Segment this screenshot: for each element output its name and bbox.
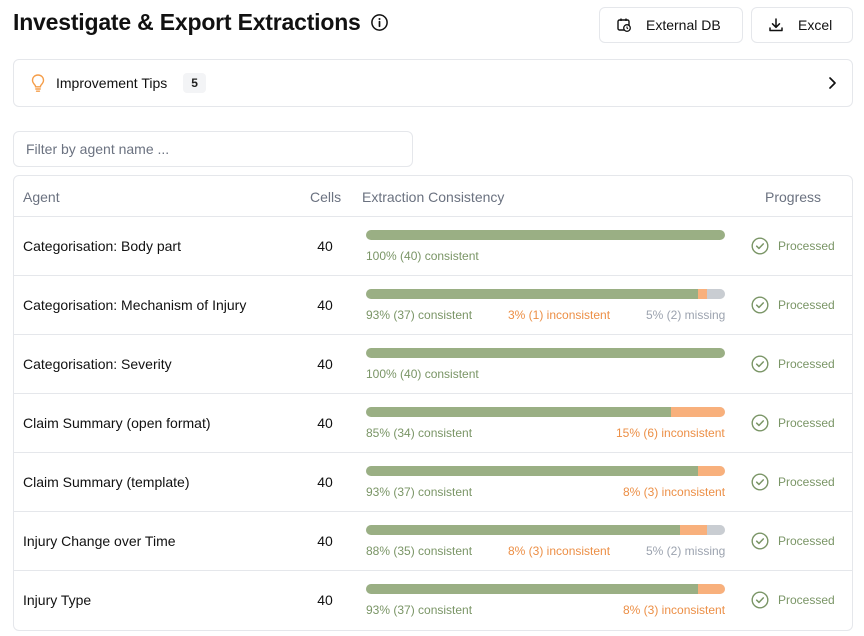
table-body: Categorisation: Body part 40 100% (40) c… [14, 217, 852, 630]
consistent-label: 93% (37) consistent [366, 603, 473, 617]
excel-label: Excel [798, 17, 833, 33]
consistent-label: 93% (37) consistent [366, 308, 473, 322]
cell-count: 40 [317, 415, 333, 431]
agent-name: Claim Summary (open format) [23, 415, 211, 431]
status-badge: Processed [751, 591, 835, 609]
check-circle-icon [751, 355, 769, 373]
status-badge: Processed [751, 355, 835, 373]
cell-count: 40 [317, 474, 333, 490]
check-circle-icon [751, 591, 769, 609]
status-label: Processed [778, 475, 835, 489]
missing-label: 5% (2) missing [646, 544, 726, 558]
column-header-consistency[interactable]: Extraction Consistency [362, 189, 505, 205]
cell-count: 40 [317, 356, 333, 372]
missing-segment [707, 525, 725, 535]
inconsistent-segment [680, 525, 708, 535]
table-row[interactable]: Injury Change over Time 40 88% (35) cons… [14, 512, 852, 571]
status-label: Processed [778, 239, 835, 253]
inconsistent-segment [698, 584, 725, 594]
agent-name: Categorisation: Severity [23, 356, 172, 372]
consistent-segment [366, 407, 672, 417]
missing-label: 5% (2) missing [646, 308, 726, 322]
consistency-bar [366, 230, 725, 240]
lightbulb-icon [31, 74, 45, 92]
table-row[interactable]: Claim Summary (template) 40 93% (37) con… [14, 453, 852, 512]
consistency-bar [366, 348, 725, 358]
status-badge: Processed [751, 414, 835, 432]
consistent-label: 100% (40) consistent [366, 367, 479, 381]
table-header: Agent Cells Extraction Consistency Progr… [14, 176, 852, 217]
status-label: Processed [778, 534, 835, 548]
consistent-segment [366, 230, 725, 240]
agent-name: Injury Change over Time [23, 533, 176, 549]
improvement-tips-label: Improvement Tips [56, 75, 168, 91]
status-label: Processed [778, 593, 835, 607]
status-label: Processed [778, 416, 835, 430]
consistent-segment [366, 348, 725, 358]
agent-name: Categorisation: Mechanism of Injury [23, 297, 247, 313]
column-header-cells[interactable]: Cells [310, 189, 342, 205]
inconsistent-label: 15% (6) inconsistent [616, 426, 725, 440]
consistency-bar [366, 466, 725, 476]
table-row[interactable]: Claim Summary (open format) 40 85% (34) … [14, 394, 852, 453]
excel-button[interactable]: Excel [751, 7, 853, 43]
consistency-bar [366, 584, 725, 594]
consistent-segment [366, 289, 699, 299]
status-badge: Processed [751, 473, 835, 491]
chevron-right-icon [829, 77, 836, 89]
extractions-table: Agent Cells Extraction Consistency Progr… [13, 175, 853, 631]
column-header-agent[interactable]: Agent [23, 189, 60, 205]
external-db-label: External DB [646, 17, 721, 33]
improvement-tips-panel[interactable]: Improvement Tips 5 [13, 59, 853, 107]
inconsistent-segment [698, 289, 708, 299]
inconsistent-label: 3% (1) inconsistent [508, 308, 611, 322]
download-icon [769, 18, 783, 32]
page-title: Investigate & Export Extractions [13, 9, 389, 36]
inconsistent-label: 8% (3) inconsistent [623, 485, 726, 499]
status-badge: Processed [751, 532, 835, 550]
consistent-label: 85% (34) consistent [366, 426, 473, 440]
consistent-segment [366, 525, 681, 535]
agent-filter-input[interactable] [13, 131, 413, 167]
consistent-segment [366, 584, 699, 594]
check-circle-icon [751, 532, 769, 550]
cell-count: 40 [317, 238, 333, 254]
consistent-label: 100% (40) consistent [366, 249, 479, 263]
consistency-bar [366, 407, 725, 417]
external-db-button[interactable]: External DB [599, 7, 743, 43]
agent-name: Claim Summary (template) [23, 474, 190, 490]
status-badge: Processed [751, 237, 835, 255]
check-circle-icon [751, 473, 769, 491]
calendar-clock-icon [617, 18, 631, 32]
consistency-bar [366, 525, 725, 535]
table-row[interactable]: Categorisation: Mechanism of Injury 40 9… [14, 276, 852, 335]
column-header-progress[interactable]: Progress [765, 189, 822, 205]
inconsistent-segment [698, 466, 725, 476]
consistent-label: 93% (37) consistent [366, 485, 473, 499]
status-badge: Processed [751, 296, 835, 314]
info-icon[interactable] [370, 13, 389, 32]
inconsistent-segment [671, 407, 725, 417]
tips-count-badge: 5 [183, 73, 206, 93]
consistent-label: 88% (35) consistent [366, 544, 473, 558]
consistency-bar [366, 289, 725, 299]
inconsistent-label: 8% (3) inconsistent [508, 544, 611, 558]
status-label: Processed [778, 298, 835, 312]
table-row[interactable]: Injury Type 40 93% (37) consistent 8% (3… [14, 571, 852, 630]
cell-count: 40 [317, 592, 333, 608]
check-circle-icon [751, 237, 769, 255]
agent-name: Injury Type [23, 592, 92, 608]
inconsistent-label: 8% (3) inconsistent [623, 603, 726, 617]
agent-name: Categorisation: Body part [23, 238, 181, 254]
check-circle-icon [751, 414, 769, 432]
cell-count: 40 [317, 297, 333, 313]
table-row[interactable]: Categorisation: Body part 40 100% (40) c… [14, 217, 852, 276]
consistent-segment [366, 466, 699, 476]
check-circle-icon [751, 296, 769, 314]
cell-count: 40 [317, 533, 333, 549]
table-row[interactable]: Categorisation: Severity 40 100% (40) co… [14, 335, 852, 394]
status-label: Processed [778, 357, 835, 371]
page-title-text: Investigate & Export Extractions [13, 9, 361, 35]
missing-segment [707, 289, 725, 299]
